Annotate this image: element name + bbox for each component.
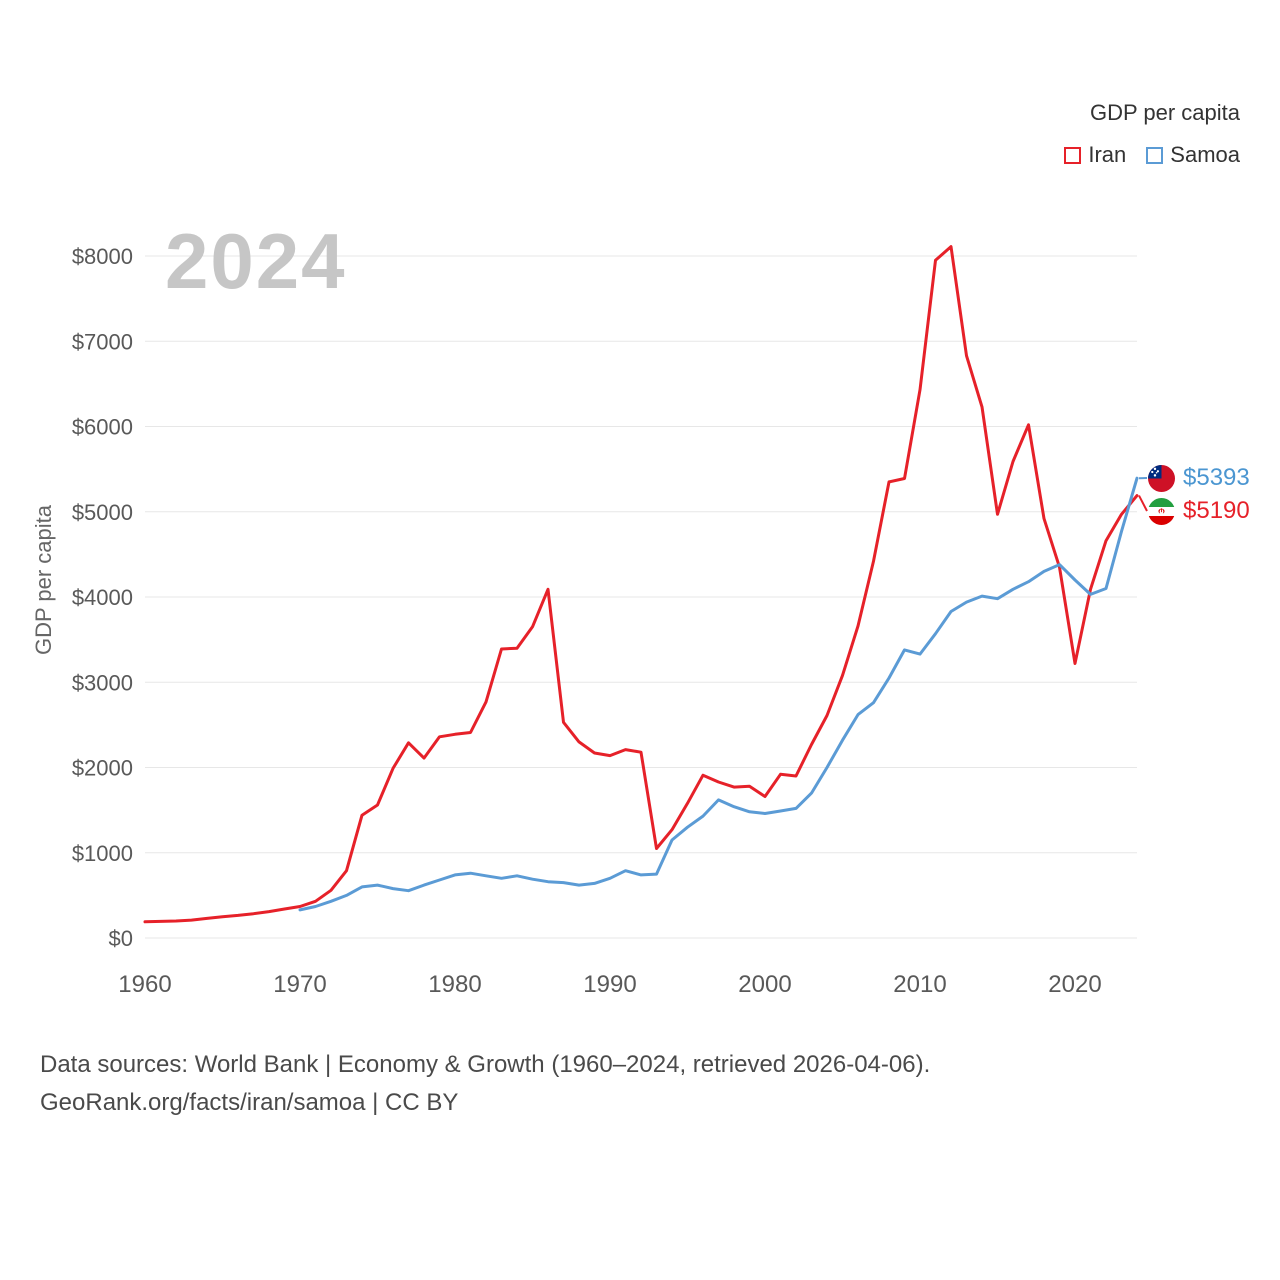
data-sources-line: Data sources: World Bank | Economy & Gro…	[40, 1051, 931, 1078]
legend-label-iran: Iran	[1088, 142, 1127, 167]
x-tick-label: 1960	[118, 971, 171, 998]
footer: Data sources: World Bank | Economy & Gro…	[40, 1046, 930, 1123]
legend-label-samoa: Samoa	[1170, 142, 1240, 167]
year-watermark: 2024	[165, 217, 347, 305]
iran-color-swatch	[1064, 146, 1082, 164]
x-tick-label: 2010	[893, 971, 946, 998]
x-tick-label: 1980	[428, 971, 481, 998]
iran-leader-line	[1138, 495, 1148, 512]
iran-flag-icon	[1148, 497, 1175, 525]
y-tick-label: $3000	[72, 670, 133, 695]
samoa-end-label: $5393	[1148, 464, 1250, 492]
y-tick-label: $5000	[72, 500, 133, 525]
y-tick-label: $0	[109, 926, 133, 951]
x-tick-label: 2020	[1048, 971, 1101, 998]
iran-line	[143, 245, 1139, 924]
legend-title: GDP per capita	[1089, 100, 1240, 125]
legend-item-iran[interactable]: Iran	[1064, 142, 1126, 168]
legend-item-samoa[interactable]: Samoa	[1146, 142, 1240, 168]
x-tick-label: 1990	[583, 971, 636, 998]
y-axis-title: GDP per capita	[31, 504, 56, 656]
iran-end-label: $5190	[1148, 497, 1250, 525]
samoa-color-swatch	[1146, 146, 1164, 164]
y-tick-label: $7000	[72, 329, 133, 354]
y-tick-label: $8000	[72, 244, 133, 269]
y-tick-label: $4000	[72, 585, 133, 610]
attribution-line[interactable]: GeoRank.org/facts/iran/samoa | CC BY	[40, 1089, 459, 1117]
y-tick-label: $1000	[72, 841, 133, 866]
y-tick-label: $6000	[72, 415, 133, 440]
x-tick-label: 2000	[738, 971, 791, 998]
y-tick-label: $2000	[72, 756, 133, 781]
samoa-end-value: $5393	[1183, 464, 1250, 491]
legend-items: Iran Samoa	[1064, 142, 1240, 168]
samoa-flag-icon	[1148, 464, 1175, 492]
samoa-line	[298, 476, 1139, 912]
chart-legend: GDP per capita Iran Samoa	[1064, 100, 1240, 168]
iran-end-value: $5190	[1183, 497, 1250, 524]
x-tick-label: 1970	[273, 971, 326, 998]
